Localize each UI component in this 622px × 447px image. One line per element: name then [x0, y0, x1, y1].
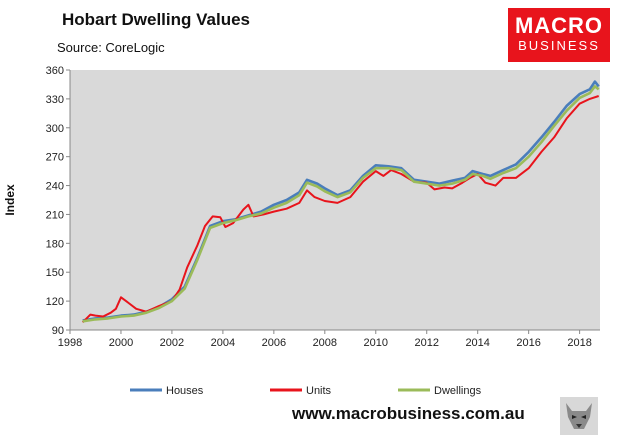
x-tick-label: 2016 [516, 337, 540, 349]
macrobusiness-logo: MACRO BUSINESS [508, 8, 610, 62]
x-tick-label: 2006 [262, 337, 286, 349]
y-tick-label: 120 [46, 296, 64, 308]
y-tick-label: 90 [52, 325, 64, 337]
chart-title: Hobart Dwelling Values [62, 10, 250, 29]
plot-area [70, 70, 600, 330]
legend-label-houses: Houses [166, 385, 204, 397]
legend-label-units: Units [306, 385, 332, 397]
y-tick-label: 330 [46, 94, 64, 106]
x-tick-label: 2014 [465, 337, 489, 349]
x-tick-label: 2002 [160, 337, 184, 349]
y-tick-label: 150 [46, 267, 64, 279]
series-line-dwellings [82, 85, 600, 323]
x-tick-label: 1998 [58, 337, 82, 349]
y-tick-label: 240 [46, 181, 64, 193]
logo-line-1: MACRO [514, 13, 604, 38]
x-tick-label: 2012 [414, 337, 438, 349]
y-tick-label: 270 [46, 152, 64, 164]
footer-url[interactable]: www.macrobusiness.com.au [292, 404, 525, 423]
y-tick-label: 210 [46, 209, 64, 221]
x-tick-label: 2018 [567, 337, 591, 349]
chart-source: Source: CoreLogic [57, 40, 165, 55]
x-tick-label: 2004 [211, 337, 235, 349]
x-tick-label: 2000 [109, 337, 133, 349]
wolf-logo-icon [560, 397, 598, 435]
y-tick-label: 180 [46, 238, 64, 250]
x-tick-label: 2010 [364, 337, 388, 349]
y-tick-label: 300 [46, 123, 64, 135]
logo-line-2: BUSINESS [518, 38, 600, 53]
y-tick-label: 360 [46, 65, 64, 77]
line-chart: 90 120 150 180 210 240 270 300 330 360 1998 2000 20… [3, 65, 600, 397]
x-tick-label: 2008 [313, 337, 337, 349]
legend-label-dwellings: Dwellings [434, 385, 482, 397]
y-axis-label: Index [3, 184, 17, 216]
